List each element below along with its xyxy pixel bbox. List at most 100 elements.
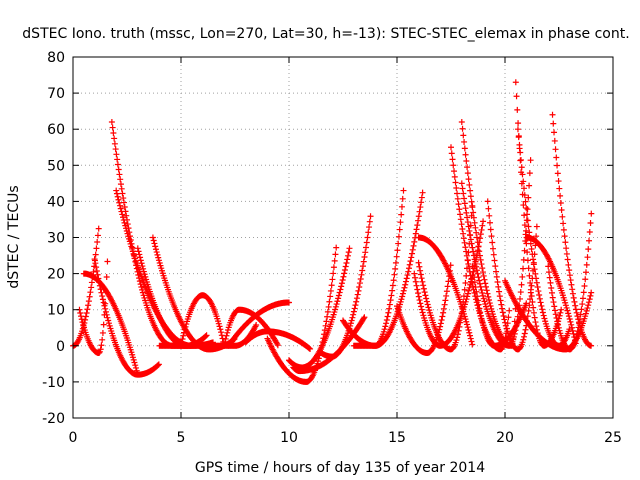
data-point xyxy=(517,149,524,156)
data-point xyxy=(398,296,405,303)
data-point xyxy=(412,274,419,281)
data-point xyxy=(454,190,461,197)
data-point xyxy=(563,245,570,252)
data-point xyxy=(418,275,425,282)
data-point xyxy=(474,293,481,300)
data-point xyxy=(182,323,189,330)
data-point xyxy=(469,341,476,348)
data-point xyxy=(527,286,534,293)
data-point xyxy=(114,193,121,200)
data-point xyxy=(215,320,222,327)
data-point xyxy=(545,269,552,276)
data-point xyxy=(115,196,122,203)
data-point xyxy=(585,299,592,306)
data-point xyxy=(224,327,231,334)
data-point xyxy=(520,336,527,343)
data-point xyxy=(423,298,430,305)
data-point xyxy=(546,274,553,281)
data-point xyxy=(526,182,533,189)
data-point xyxy=(105,320,112,327)
data-point xyxy=(524,206,531,213)
data-point xyxy=(83,309,90,316)
data-point xyxy=(552,146,559,153)
data-point xyxy=(534,283,541,290)
data-point xyxy=(501,316,508,323)
data-point xyxy=(584,305,591,312)
data-point xyxy=(456,206,463,213)
data-point xyxy=(123,225,130,232)
data-point xyxy=(470,209,477,216)
data-point xyxy=(132,362,139,369)
data-point xyxy=(98,289,105,296)
data-point xyxy=(449,156,456,163)
data-point xyxy=(523,300,530,307)
data-point xyxy=(471,265,478,272)
data-point xyxy=(559,213,566,220)
data-point xyxy=(341,270,348,277)
data-point xyxy=(383,316,390,323)
data-point xyxy=(414,286,421,293)
data-point xyxy=(525,265,532,272)
data-point xyxy=(105,317,112,324)
data-point xyxy=(556,185,563,192)
y-tick-label: 40 xyxy=(47,194,65,210)
data-point xyxy=(413,226,420,233)
data-point xyxy=(573,309,580,316)
data-point xyxy=(117,205,124,212)
data-point xyxy=(397,219,404,226)
data-point xyxy=(578,306,585,313)
data-point xyxy=(453,337,460,344)
data-point xyxy=(484,290,491,297)
data-point xyxy=(325,303,332,310)
data-point xyxy=(394,247,401,254)
data-point xyxy=(500,313,507,320)
data-point xyxy=(346,245,353,252)
data-point xyxy=(463,252,470,259)
data-point xyxy=(513,93,520,100)
data-point xyxy=(491,257,498,264)
data-point xyxy=(462,205,469,212)
y-tick-label: 80 xyxy=(47,50,65,66)
data-point xyxy=(341,266,348,273)
data-point xyxy=(356,280,363,287)
data-point xyxy=(327,293,334,300)
data-point xyxy=(461,286,468,293)
data-point xyxy=(460,235,467,242)
data-point xyxy=(486,300,493,307)
data-point xyxy=(395,240,402,247)
data-point xyxy=(480,322,487,329)
data-point xyxy=(529,298,536,305)
data-point xyxy=(549,111,556,118)
data-point xyxy=(530,304,537,311)
data-point xyxy=(529,251,536,258)
data-point xyxy=(584,254,591,261)
data-point xyxy=(555,321,562,328)
data-point xyxy=(102,308,109,315)
data-point xyxy=(563,250,570,257)
data-point xyxy=(530,256,537,263)
data-point xyxy=(519,171,526,178)
data-point xyxy=(566,267,573,274)
data-point xyxy=(467,281,474,288)
data-point xyxy=(361,314,368,321)
data-point xyxy=(223,332,230,339)
data-point xyxy=(465,260,472,267)
data-point xyxy=(516,141,523,148)
data-point xyxy=(366,218,373,225)
data-point xyxy=(224,329,231,336)
data-point xyxy=(502,322,509,329)
y-tick-label: -10 xyxy=(42,375,65,391)
data-point xyxy=(548,285,555,292)
data-point xyxy=(415,217,422,224)
data-point xyxy=(155,361,162,368)
data-point xyxy=(396,226,403,233)
data-point xyxy=(349,314,356,321)
data-point xyxy=(399,290,406,297)
data-point xyxy=(489,239,496,246)
data-point xyxy=(565,310,572,317)
data-point xyxy=(85,298,92,305)
data-point xyxy=(583,307,590,314)
data-point xyxy=(520,265,527,272)
data-point xyxy=(461,200,468,207)
data-point xyxy=(77,313,84,320)
